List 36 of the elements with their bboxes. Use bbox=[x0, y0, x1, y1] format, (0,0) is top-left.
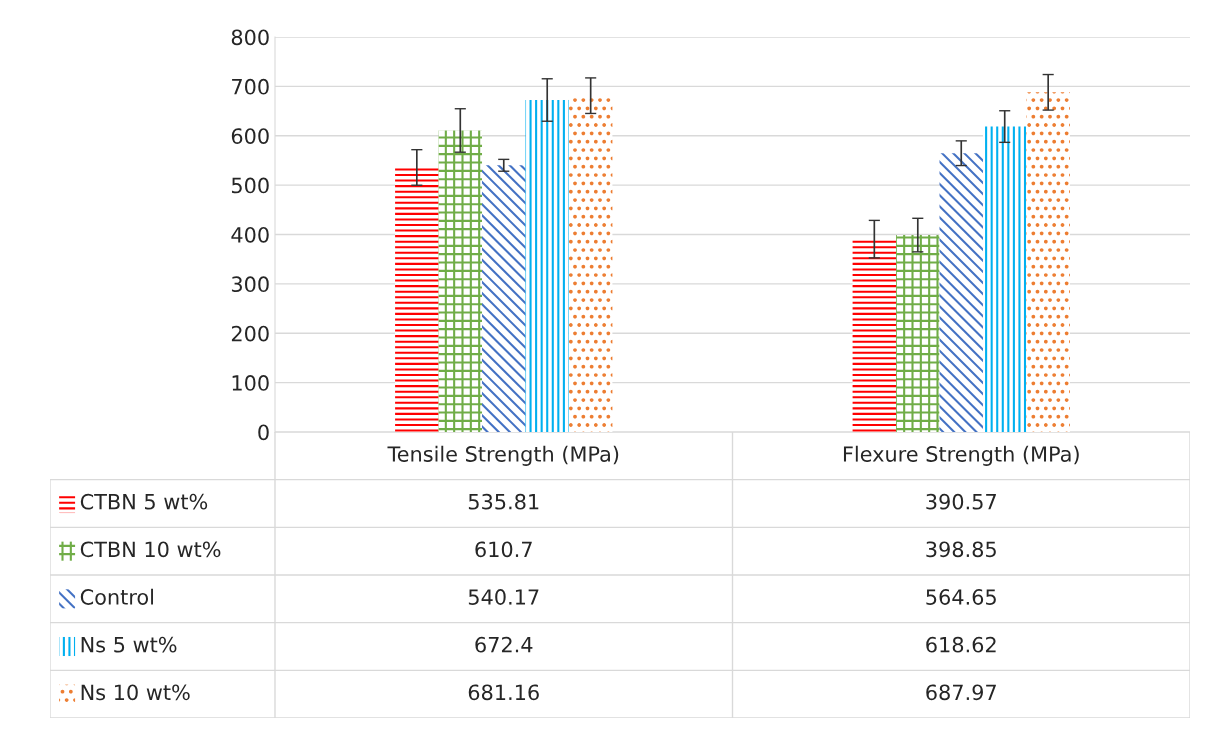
y-tick-label: 800 bbox=[231, 29, 269, 46]
y-tick-label: 300 bbox=[231, 276, 269, 293]
data-label: 540.17 bbox=[468, 589, 539, 605]
data-label: 390.57 bbox=[926, 493, 996, 510]
legend-label: CTBN 5 wt% bbox=[80, 493, 208, 510]
data-label: 610.7 bbox=[475, 541, 532, 558]
y-tick-label: 600 bbox=[231, 128, 269, 144]
data-label: 672.4 bbox=[475, 636, 533, 653]
y-tick-label: 200 bbox=[231, 325, 269, 342]
data-label: 535.81 bbox=[468, 493, 539, 510]
y-tick-label: 400 bbox=[231, 226, 269, 243]
bar bbox=[896, 235, 940, 432]
data-label: 398.85 bbox=[926, 541, 996, 558]
data-label: 564.65 bbox=[926, 589, 996, 605]
y-tick-label: 500 bbox=[231, 177, 269, 194]
legend-label: Ns 5 wt% bbox=[81, 636, 177, 653]
bar bbox=[939, 153, 983, 432]
x-tick-label: Flexure Strength (MPa) bbox=[843, 445, 1079, 466]
bar bbox=[482, 165, 526, 432]
bar bbox=[852, 239, 897, 432]
bar bbox=[568, 95, 613, 432]
bar bbox=[982, 126, 1027, 432]
data-label: 618.62 bbox=[926, 636, 996, 653]
x-tick-label: Tensile Strength (MPa) bbox=[387, 445, 619, 466]
bar bbox=[525, 100, 569, 432]
y-tick-label: 0 bbox=[258, 424, 269, 441]
legend-label: Ns 10 wt% bbox=[81, 684, 190, 701]
y-tick-label: 100 bbox=[232, 375, 269, 391]
bar bbox=[395, 167, 439, 432]
legend-label: CTBN 10 wt% bbox=[80, 541, 221, 558]
y-tick-label: 700 bbox=[232, 78, 269, 95]
bar bbox=[438, 130, 483, 432]
legend-label: Control bbox=[80, 588, 153, 605]
data-label: 687.97 bbox=[926, 684, 996, 701]
data-label: 681.16 bbox=[468, 684, 539, 701]
bar bbox=[1026, 92, 1070, 432]
